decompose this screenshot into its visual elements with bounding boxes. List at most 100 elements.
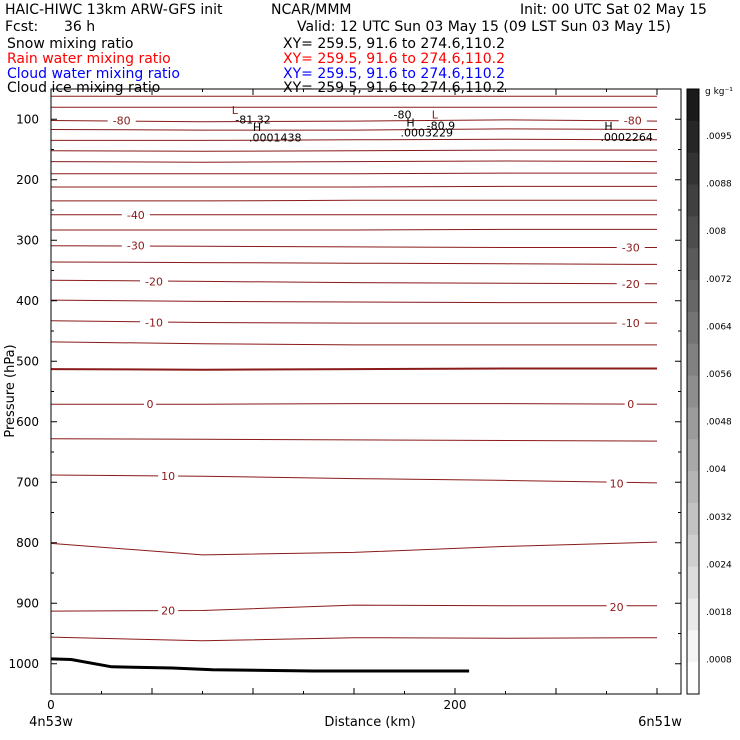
field-name-cloud-water: Cloud water mixing ratio [7, 66, 180, 82]
isotherm-line [51, 138, 658, 141]
isotherm-line [50, 341, 657, 346]
field-xy-snow: XY= 259.5, 91.6 to 274.6,110.2 [283, 36, 506, 52]
colorbar-label: .0088 [706, 180, 732, 190]
colorbar-swatch [687, 471, 699, 504]
colorbar-label: .004 [706, 465, 726, 475]
colorbar-label: .0008 [706, 656, 732, 666]
colorbar-swatch [687, 152, 699, 186]
contour-label-bg [618, 114, 647, 127]
contour-label-bg [121, 208, 150, 221]
y-tick-label: 1000 [8, 657, 39, 671]
x-axis: 0 20 0 [47, 89, 658, 712]
colorbar-label: .0048 [706, 418, 732, 428]
colorbar-swatch [687, 120, 699, 154]
x-end-location: 6n51w [638, 715, 682, 730]
y-tick-label: 200 [16, 173, 39, 187]
contour-label: -10 [622, 317, 640, 330]
colorbar-swatch [687, 502, 699, 536]
colorbar-swatch [687, 280, 699, 313]
field-xy-cloud-water: XY= 259.5, 91.6 to 274.6,110.2 [283, 66, 506, 82]
contour-label-bg [606, 477, 627, 490]
forecast-label: Fcst: [5, 19, 39, 35]
isotherm-line [50, 474, 658, 484]
valid-time: Valid: 12 UTC Sun 03 May 15 (09 LST Sun … [297, 19, 671, 35]
isotherm-line [50, 128, 658, 131]
y-axis-label: Pressure (hPa) [3, 344, 18, 437]
colorbar-swatch [687, 248, 699, 281]
init-time: Init: 00 UTC Sat 02 May 15 [520, 2, 707, 18]
isotherm-line [50, 119, 658, 123]
contour-label-bg [616, 277, 645, 290]
contour-label-bg [121, 239, 150, 252]
field-xy-rain: XY= 259.5, 91.6 to 274.6,110.2 [283, 51, 506, 67]
isotherm-line [50, 261, 658, 265]
colorbar-swatch [687, 311, 699, 345]
colorbar-label: .0024 [706, 560, 732, 570]
isotherm-line [50, 367, 657, 371]
contour-label: 10 [161, 470, 175, 483]
colorbar-swatch [687, 407, 699, 440]
y-tick-label: 800 [16, 536, 39, 550]
colorbar-label: .008 [706, 227, 726, 237]
colorbar-swatch [687, 89, 699, 122]
field-name-rain: Rain water mixing ratio [7, 51, 171, 67]
colorbar-label: .0064 [706, 322, 732, 332]
plot-frame [50, 88, 682, 695]
annotation-low: L [232, 104, 239, 117]
field-xy-cloud-ice: XY= 259.5, 91.6 to 274.6,110.2 [283, 80, 506, 96]
colorbar-swatch [687, 216, 699, 249]
annotation-high: H [406, 116, 414, 129]
temperature-contours [50, 95, 658, 642]
colorbar-swatch [687, 375, 699, 408]
y-tick-label: 600 [16, 415, 39, 429]
contour-label: -80 [113, 114, 131, 127]
x-axis-label: Distance (km) [324, 715, 415, 730]
forecast-hour: 36 h [64, 19, 96, 35]
isotherm-line [50, 541, 658, 556]
colorbar-swatch [687, 630, 699, 663]
y-tick-label: 100 [16, 112, 39, 126]
annotation-value: -80 [393, 108, 411, 121]
contour-label: -30 [622, 242, 640, 255]
isotherm-line [50, 636, 658, 642]
colorbar: .0095 .0088 .008 .0072 .0064 .0056 .0048 .004 .0… [686, 88, 732, 695]
colorbar-label: .0072 [706, 275, 732, 285]
contour-label-bg [143, 398, 156, 411]
isotherm-line [50, 245, 657, 248]
y-tick-label: 700 [16, 475, 39, 489]
contour-label: 10 [610, 477, 624, 490]
extrema-annotations: L-81.32H.0001438-80 LH -80.9.0003229H.0002… [232, 104, 653, 144]
contour-label: -80 [624, 114, 642, 127]
colorbar-swatch [687, 566, 699, 599]
colorbar-swatch [687, 598, 699, 631]
contour-label-bg [616, 241, 645, 254]
annotation-value: .0002264 [600, 131, 653, 144]
contour-label-bg [107, 114, 136, 127]
colorbar-units: g kg⁻¹ [705, 87, 733, 97]
chart-title: HAIC-HIWC 13km ARW-GFS init [5, 2, 223, 18]
colorbar-swatch [687, 439, 699, 472]
contour-label-bg [624, 398, 637, 411]
x-start-location: 4n53w [29, 715, 73, 730]
x-tick-label: 0 [47, 698, 55, 712]
annotation-value: -81.32 [235, 113, 270, 126]
isotherm-line [50, 438, 658, 442]
contour-label-bg [616, 317, 645, 330]
isotherm-line [50, 299, 657, 304]
colorbar-label: .0032 [706, 513, 732, 523]
contour-label: 0 [627, 398, 634, 411]
field-name-snow: Snow mixing ratio [7, 36, 134, 52]
terrain-line [50, 657, 470, 673]
y-tick-label: 900 [16, 596, 39, 610]
contour-labels: -80 -80 -40 -30 -30 -20 -20 -10 -10 0 0 10 10 20 20 [107, 114, 647, 618]
contour-label-bg [140, 275, 169, 288]
contour-label: -30 [127, 240, 145, 253]
colorbar-swatch [687, 662, 699, 695]
colorbar-swatch [687, 343, 699, 377]
contour-label-bg [606, 600, 627, 613]
y-tick-label: 400 [16, 294, 39, 308]
colorbar-swatch [687, 184, 699, 217]
contour-label: 20 [161, 605, 175, 618]
